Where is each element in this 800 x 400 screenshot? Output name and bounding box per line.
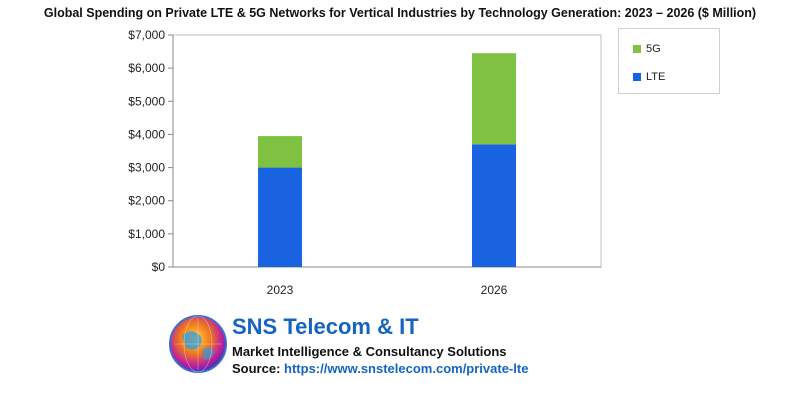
legend-swatch-5g (633, 45, 641, 53)
bar-5g-2026 (472, 53, 516, 145)
source-line: Source: https://www.snstelecom.com/priva… (232, 361, 528, 376)
company-tagline: Market Intelligence & Consultancy Soluti… (232, 344, 507, 359)
bar-lte-2023 (258, 167, 302, 267)
y-tick-label: $4,000 (128, 127, 165, 141)
plot-area-border (172, 34, 602, 268)
y-tick-label: $0 (152, 260, 166, 274)
legend-swatch-lte (633, 73, 641, 81)
company-name: SNS Telecom & IT (232, 314, 419, 339)
x-tick-label: 2023 (267, 283, 294, 297)
legend-item-lte: LTE (633, 71, 665, 83)
bar-5g-2023 (258, 136, 302, 168)
source-link[interactable]: https://www.snstelecom.com/private-lte (284, 361, 529, 376)
y-tick-label: $5,000 (128, 94, 165, 108)
globe-logo-icon (169, 315, 227, 373)
y-tick-label: $6,000 (128, 61, 165, 75)
y-tick-label: $7,000 (128, 28, 165, 42)
source-label: Source: (232, 361, 281, 376)
y-tick-label: $3,000 (128, 161, 165, 175)
chart-legend: 5G LTE (618, 28, 720, 94)
legend-label-lte: LTE (646, 71, 666, 83)
y-tick-label: $1,000 (128, 227, 165, 241)
branding-block: SNS Telecom & IT Market Intelligence & C… (168, 314, 638, 384)
y-tick-label: $2,000 (128, 194, 165, 208)
legend-item-5g: 5G (633, 43, 661, 55)
x-tick-label: 2026 (481, 283, 508, 297)
chart-title: Global Spending on Private LTE & 5G Netw… (43, 6, 757, 20)
bar-lte-2026 (472, 144, 516, 267)
legend-label-5g: 5G (646, 43, 661, 55)
